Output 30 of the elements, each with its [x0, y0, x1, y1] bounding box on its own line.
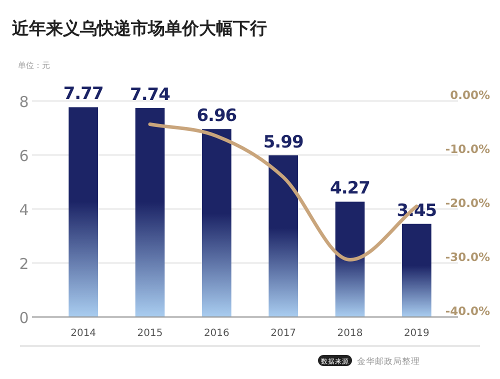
y-tick-label: 4	[19, 201, 29, 219]
bar	[402, 224, 432, 317]
data-label: 7.77	[63, 84, 104, 104]
chart-title: 近年来义乌快递市场单价大幅下行	[11, 19, 267, 39]
y-tick-label: 8	[19, 93, 29, 111]
bar	[335, 202, 365, 317]
x-tick-label: 2019	[404, 328, 430, 339]
bar	[268, 155, 298, 317]
y-tick-label: 2	[19, 255, 29, 273]
data-label: 4.27	[330, 178, 370, 199]
y2-tick-label: -30.0%	[445, 250, 490, 264]
data-label: 7.74	[130, 85, 171, 106]
y-tick-label: 0	[19, 309, 29, 327]
y2-tick-label: -10.0%	[445, 142, 490, 156]
y2-tick-label: 0.00%	[450, 88, 490, 102]
data-label: 5.99	[263, 132, 304, 152]
y2-tick-label: -40.0%	[445, 304, 490, 318]
bar	[135, 108, 165, 317]
x-tick-label: 2018	[337, 328, 363, 339]
x-tick-label: 2015	[137, 328, 163, 339]
x-tick-label: 2014	[70, 328, 96, 339]
y-tick-label: 6	[19, 147, 29, 165]
bar	[68, 107, 98, 317]
data-label: 6.96	[196, 106, 237, 126]
x-tick-label: 2017	[270, 328, 296, 339]
x-tick-label: 2016	[204, 328, 230, 339]
bar	[202, 129, 232, 317]
text: 单位：元	[18, 61, 50, 70]
text: 金华邮政局整理	[357, 356, 420, 367]
y2-tick-label: -20.0%	[445, 196, 490, 210]
